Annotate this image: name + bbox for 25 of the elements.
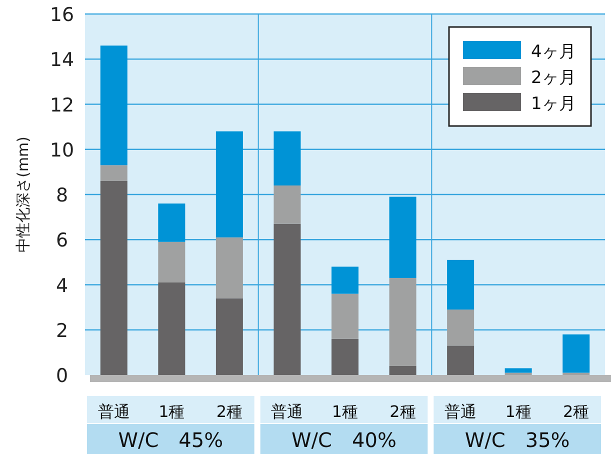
text: W/C 40% (292, 428, 396, 452)
x-tick-label: 1種 (332, 402, 358, 421)
text: W/C 35% (464, 428, 570, 452)
x-tick-label: 2種 (563, 402, 590, 421)
y-tick-label: 14 (50, 49, 74, 72)
y-tick-label: 2 (56, 320, 68, 342)
y-tick-label: 10 (50, 139, 74, 162)
y-tick-label: 8 (56, 184, 68, 206)
y-axis-title: 中性化深さ(mm) (14, 136, 32, 252)
y-tick-label: 6 (56, 230, 68, 252)
legend-label: 1ヶ月 (531, 94, 576, 114)
y-tick-label: 4 (56, 274, 68, 297)
x-tick-label: 普通 (271, 402, 304, 421)
y-tick-label: 12 (50, 94, 74, 116)
y-tick-label: 0 (56, 365, 68, 387)
x-tick-label: 2種 (216, 402, 243, 421)
legend-label: 2ヶ月 (531, 68, 576, 88)
x-tick-label: 1種 (158, 402, 185, 421)
x-tick-label: 1種 (505, 402, 532, 421)
y-tick-label: 16 (50, 4, 74, 26)
text: W/C 45% (118, 428, 224, 452)
x-tick-label: 普通 (98, 402, 130, 421)
legend-label: 4ヶ月 (531, 42, 576, 62)
x-tick-label: 普通 (444, 402, 477, 421)
x-tick-label: 2種 (390, 402, 416, 421)
